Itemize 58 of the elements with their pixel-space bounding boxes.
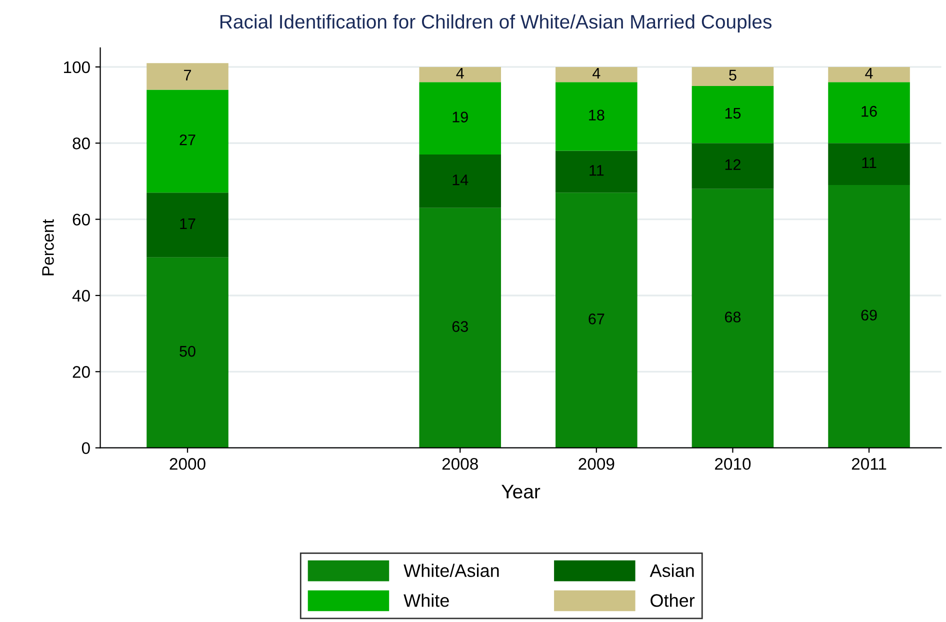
legend-label: White — [404, 594, 449, 607]
x-tick-label: 2008 — [442, 458, 478, 470]
legend-label: Asian — [650, 564, 694, 578]
legend-label: White/Asian — [404, 564, 499, 578]
bar — [419, 154, 502, 208]
bar — [146, 192, 228, 258]
bar — [556, 82, 638, 151]
data-label: 4 — [456, 68, 464, 79]
y-tick-label: 20 — [72, 366, 90, 378]
data-label: 68 — [725, 312, 741, 322]
bar — [692, 143, 774, 189]
y-axis-title: Percent — [42, 219, 54, 276]
data-label: 7 — [184, 70, 191, 80]
bar — [419, 82, 502, 155]
chart-title: Racial Identification for Children of White/Asian Married Couples — [220, 14, 772, 32]
bar — [146, 63, 228, 90]
data-label: 18 — [589, 110, 604, 121]
x-tick-label: 2010 — [715, 458, 751, 470]
y-tick-label: 60 — [72, 214, 90, 226]
bar — [692, 66, 774, 86]
x-tick-label: 2009 — [578, 458, 614, 470]
data-label: 17 — [180, 218, 196, 229]
data-label: 11 — [590, 165, 604, 176]
y-tick-label: 40 — [72, 290, 90, 302]
data-label: 11 — [862, 158, 876, 168]
data-label: 69 — [861, 310, 877, 321]
bar — [419, 66, 502, 82]
legend-label: Other — [650, 594, 695, 607]
data-label: 4 — [592, 68, 600, 79]
bar — [828, 82, 910, 144]
bar — [828, 185, 910, 448]
data-label: 67 — [588, 314, 604, 324]
data-label: 5 — [729, 70, 736, 81]
data-label: 15 — [725, 108, 741, 119]
data-label: 14 — [452, 174, 468, 186]
bar — [556, 192, 638, 448]
y-tick-label: 0 — [82, 442, 90, 454]
x-tick-label: 2000 — [170, 458, 206, 470]
bar — [692, 188, 774, 448]
bar — [556, 66, 638, 82]
bar — [692, 86, 774, 144]
bar — [419, 208, 502, 448]
x-tick-label: 2011 — [852, 458, 886, 470]
bar — [146, 90, 228, 193]
data-label: 19 — [452, 112, 468, 122]
y-tick-label: 100 — [64, 61, 90, 74]
data-label: 16 — [862, 106, 877, 117]
bar — [146, 257, 228, 448]
bar — [556, 150, 638, 193]
bar — [828, 66, 910, 82]
x-axis-title: Year — [502, 484, 540, 498]
bar — [828, 143, 910, 186]
y-tick-label: 80 — [72, 138, 90, 150]
data-label: 12 — [725, 159, 740, 170]
data-label: 27 — [180, 134, 196, 146]
data-label: 4 — [865, 68, 873, 79]
data-label: 50 — [180, 346, 196, 357]
data-label: 63 — [452, 321, 468, 332]
